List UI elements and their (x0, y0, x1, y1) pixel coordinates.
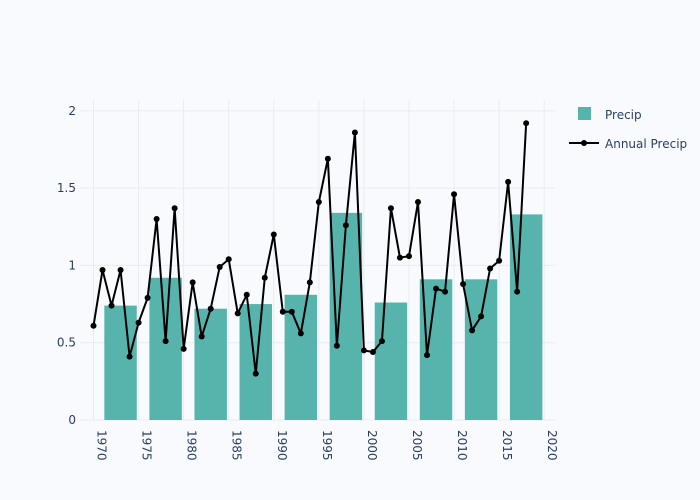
legend-item-annual-precip[interactable]: Annual Precip (569, 137, 687, 151)
line-point[interactable] (99, 267, 106, 274)
line-point[interactable] (297, 330, 304, 337)
legend-label-precip: Precip (605, 108, 642, 122)
line-point[interactable] (90, 322, 97, 329)
bar[interactable] (374, 302, 408, 420)
x-tick-label: 2020 (545, 430, 559, 461)
line-point[interactable] (144, 294, 151, 301)
legend-bar-swatch (578, 107, 591, 120)
line-point[interactable] (405, 253, 412, 260)
x-tick-label: 2010 (455, 430, 469, 461)
legend[interactable]: Precip Annual Precip (569, 107, 687, 151)
line-point[interactable] (433, 285, 440, 292)
line-point[interactable] (225, 256, 232, 263)
line-point[interactable] (126, 353, 133, 360)
line-point[interactable] (108, 302, 115, 309)
line-point[interactable] (478, 313, 485, 320)
line-point[interactable] (315, 199, 322, 206)
line-point[interactable] (153, 216, 160, 223)
line-point[interactable] (351, 129, 358, 136)
line-point[interactable] (324, 155, 331, 162)
x-tick-label: 2000 (365, 430, 379, 461)
line-point[interactable] (442, 288, 449, 295)
bar[interactable] (104, 305, 137, 420)
legend-marker-swatch (581, 140, 587, 146)
line-point[interactable] (414, 199, 421, 206)
line-point[interactable] (396, 254, 403, 261)
bar[interactable] (284, 294, 318, 420)
x-tick-label: 2005 (410, 430, 424, 461)
line-point[interactable] (171, 205, 178, 212)
line-point[interactable] (387, 205, 394, 212)
x-tick-label: 2015 (500, 430, 514, 461)
line-point[interactable] (135, 319, 142, 326)
bar[interactable] (149, 277, 182, 420)
y-tick-label: 2 (68, 104, 76, 118)
bar[interactable] (464, 279, 498, 420)
x-tick-label: 1975 (140, 430, 154, 461)
x-tick-label: 1995 (320, 430, 334, 461)
line-point[interactable] (270, 231, 277, 238)
line-series (90, 120, 530, 377)
line-point[interactable] (279, 308, 286, 315)
line-point[interactable] (523, 120, 530, 127)
line-point[interactable] (216, 263, 223, 270)
line-point[interactable] (261, 274, 268, 281)
line-point[interactable] (207, 305, 214, 312)
line-point[interactable] (162, 338, 169, 345)
line-point[interactable] (198, 333, 205, 340)
bar[interactable] (509, 214, 543, 420)
bar-series (104, 212, 543, 420)
line-point[interactable] (460, 280, 467, 287)
line-point[interactable] (469, 327, 476, 334)
y-tick-label: 0 (68, 413, 76, 427)
line-point[interactable] (424, 352, 431, 359)
line-point[interactable] (180, 345, 187, 352)
line-point[interactable] (333, 342, 340, 349)
line-point[interactable] (288, 308, 295, 315)
y-tick-label: 1.5 (57, 181, 76, 195)
x-tick-label: 1985 (230, 430, 244, 461)
line-point[interactable] (117, 267, 124, 274)
line-point[interactable] (451, 191, 458, 198)
line-point[interactable] (234, 310, 241, 317)
line-point[interactable] (505, 178, 512, 185)
line-point[interactable] (342, 222, 349, 229)
line-point[interactable] (496, 257, 503, 264)
line-point[interactable] (252, 370, 259, 377)
line-point[interactable] (487, 265, 494, 272)
y-axis: 0 0.5 1 1.5 2 (57, 104, 76, 427)
bar[interactable] (239, 304, 272, 420)
line-point[interactable] (360, 347, 367, 354)
line-point[interactable] (243, 291, 250, 298)
line-point[interactable] (189, 279, 196, 286)
legend-item-precip[interactable]: Precip (578, 107, 642, 122)
line-point[interactable] (378, 338, 385, 345)
x-tick-label: 1990 (275, 430, 289, 461)
line-point[interactable] (514, 288, 521, 295)
y-tick-label: 0.5 (57, 336, 76, 350)
bar[interactable] (419, 279, 453, 420)
x-tick-label: 1980 (185, 430, 199, 461)
line-point[interactable] (306, 279, 313, 286)
legend-label-annual-precip: Annual Precip (605, 137, 687, 151)
x-axis: 1970 1975 1980 1985 1990 1995 2000 2005 2010 2015… (95, 430, 560, 461)
x-tick-label: 1970 (95, 430, 109, 461)
y-tick-label: 1 (68, 258, 76, 272)
line-point[interactable] (369, 348, 376, 355)
